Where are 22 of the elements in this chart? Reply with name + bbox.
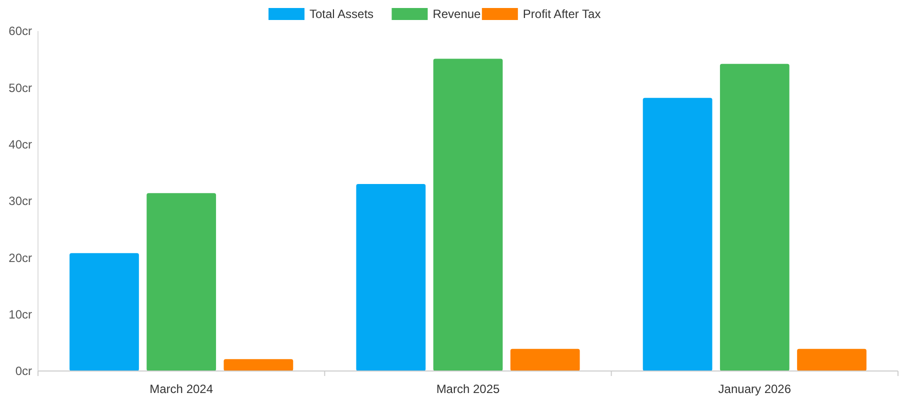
legend-label: Total Assets bbox=[310, 7, 374, 22]
x-tick-label: January 2026 bbox=[718, 382, 792, 396]
bar bbox=[70, 253, 139, 371]
bar bbox=[510, 348, 580, 371]
legend-label: Profit After Tax bbox=[522, 7, 601, 22]
y-tick-label: 10cr bbox=[8, 308, 32, 322]
y-tick-label: 40cr bbox=[8, 138, 32, 152]
bar bbox=[720, 64, 790, 371]
bar bbox=[433, 58, 503, 371]
bar bbox=[146, 193, 216, 371]
bar bbox=[356, 184, 426, 371]
bar bbox=[642, 98, 712, 371]
y-tick-label: 30cr bbox=[8, 194, 32, 208]
bar bbox=[224, 359, 294, 371]
bar bbox=[797, 348, 866, 371]
y-tick-label: 50cr bbox=[8, 80, 32, 95]
x-tick-label: March 2024 bbox=[150, 382, 214, 396]
y-tick-label: 20cr bbox=[8, 250, 32, 265]
legend-label: Revenue bbox=[432, 7, 482, 22]
y-tick-label: 60cr bbox=[8, 24, 32, 38]
y-tick-label: 0cr bbox=[15, 364, 32, 378]
x-tick-label: March 2025 bbox=[436, 382, 500, 396]
